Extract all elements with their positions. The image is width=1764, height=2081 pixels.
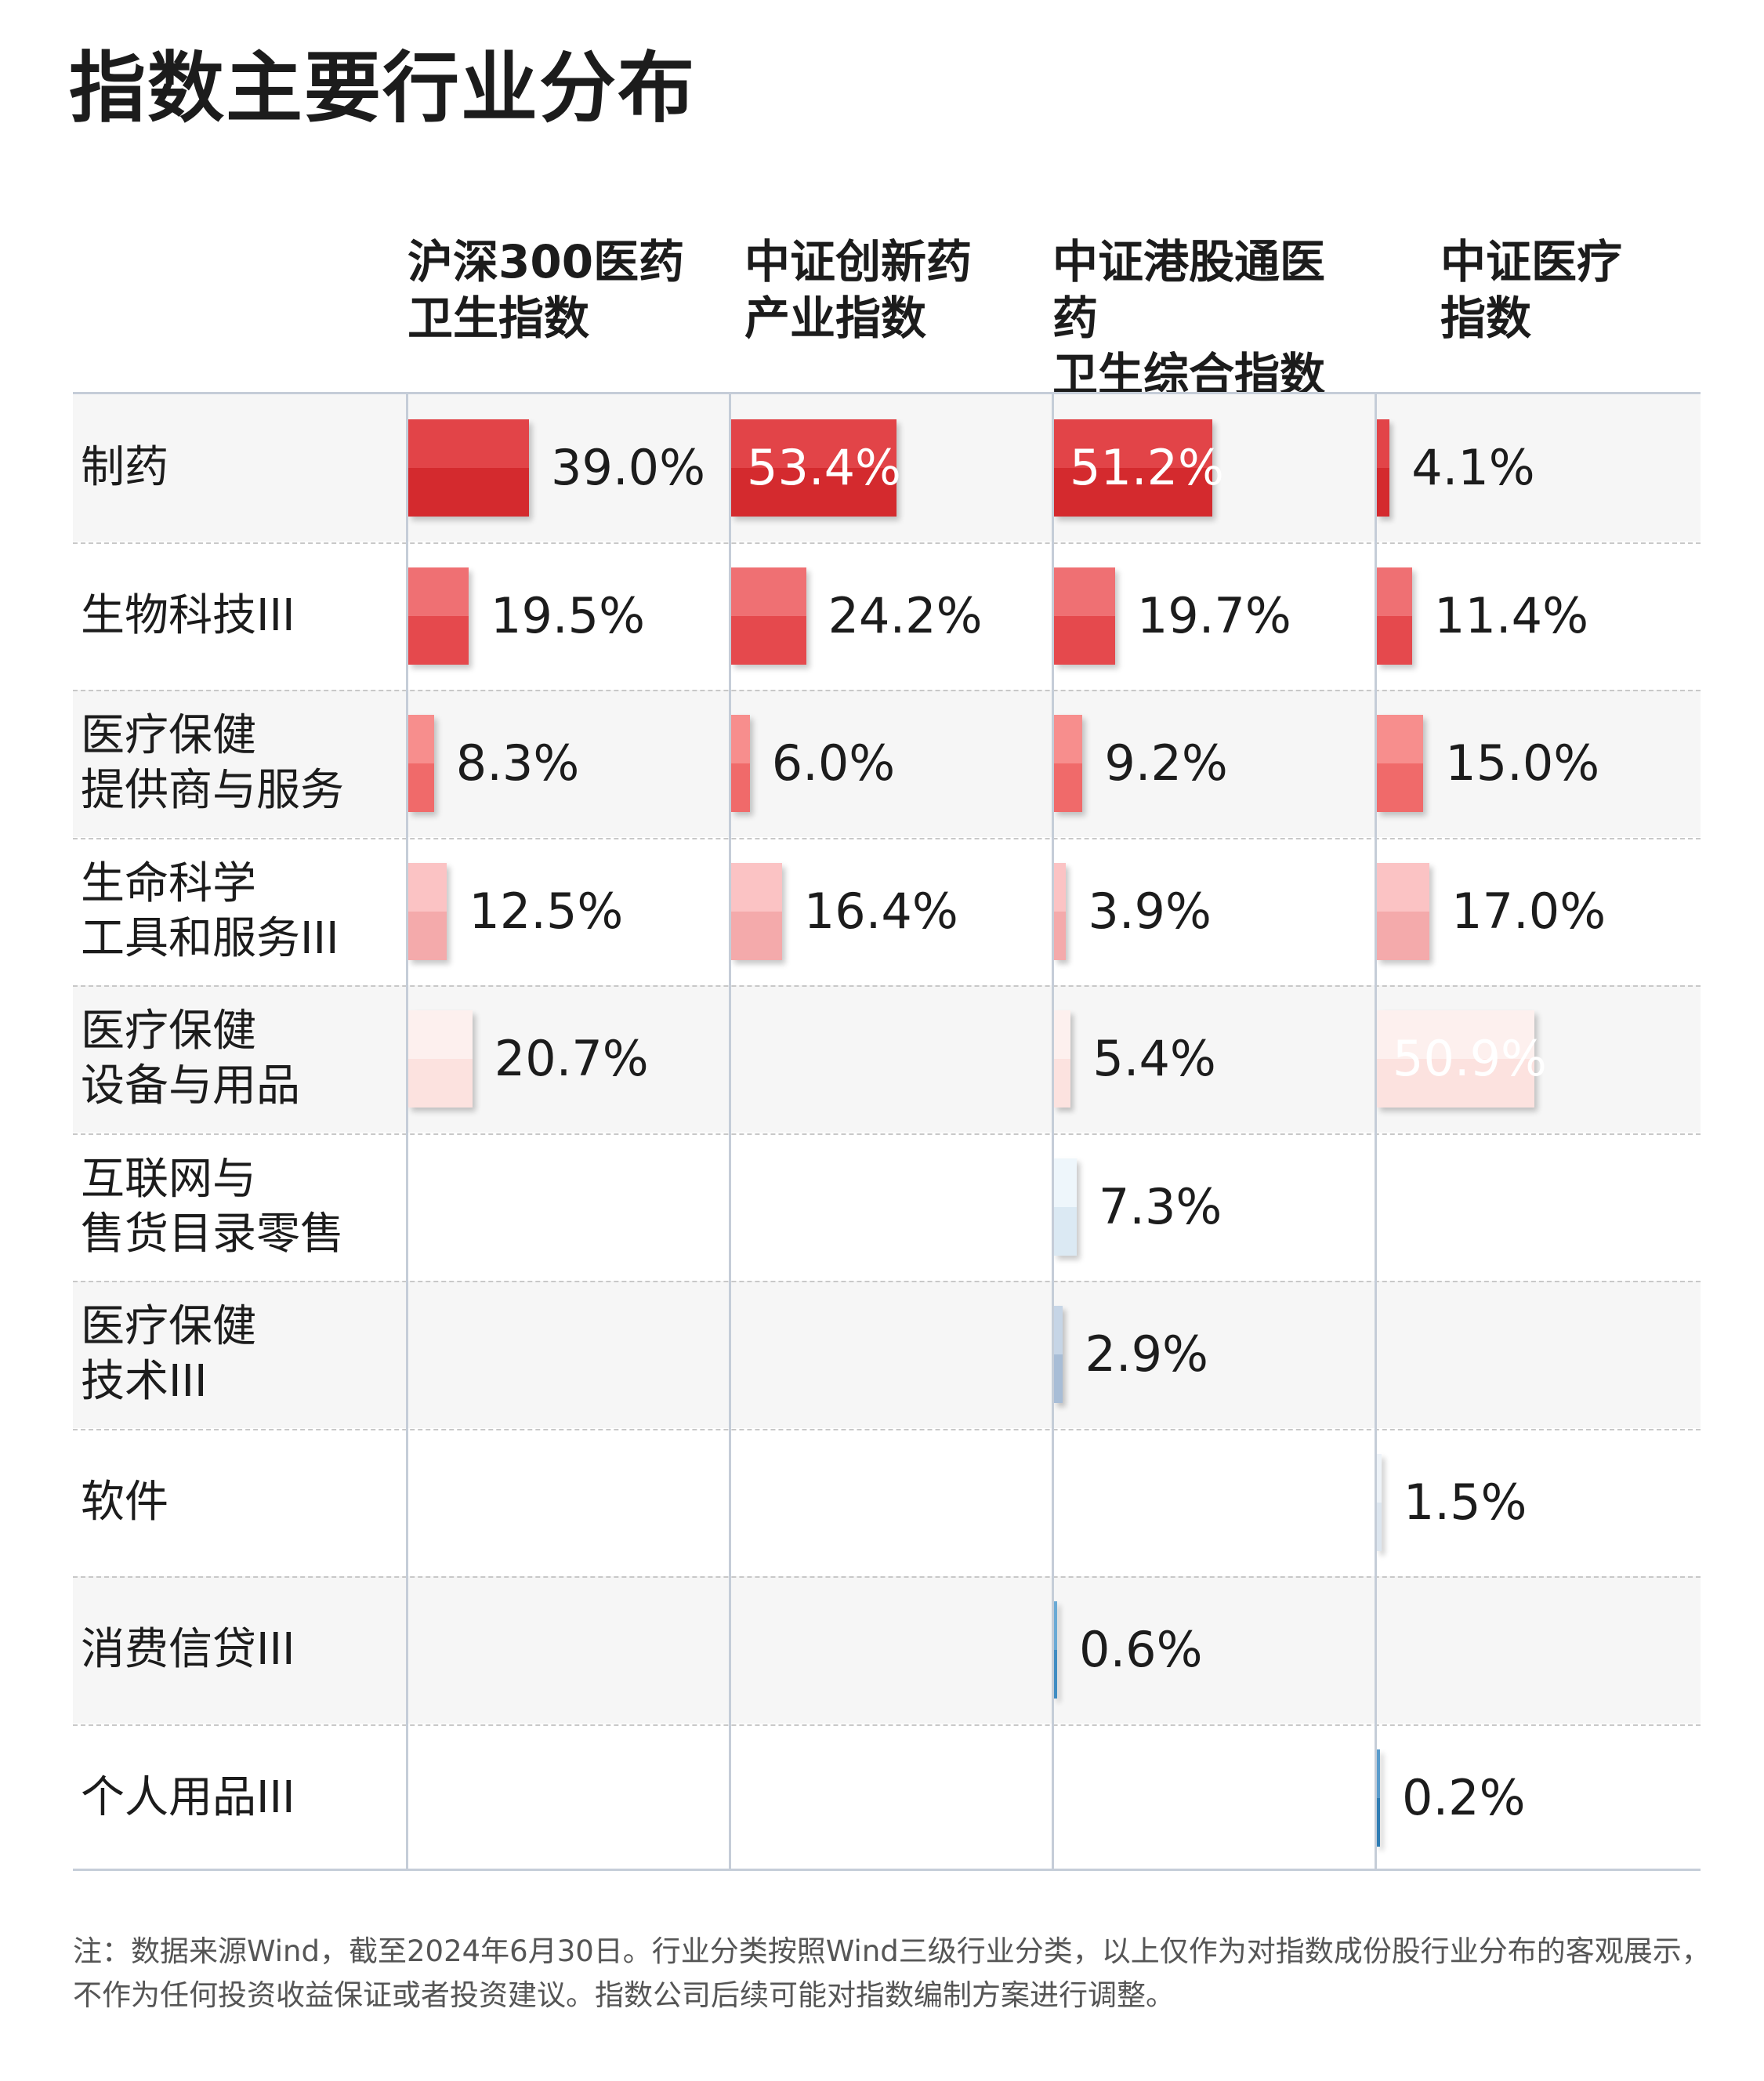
row-label: 互联网与 售货目录零售 (81, 1153, 344, 1260)
row-label: 软件 (81, 1476, 168, 1528)
row-label: 生命科学 工具和服务III (81, 857, 339, 964)
column-divider (1052, 392, 1054, 1871)
data-bar (731, 862, 782, 960)
data-label: 19.7% (1136, 586, 1291, 644)
data-bar (1054, 1306, 1063, 1404)
data-bar (1377, 862, 1430, 960)
column-header: 沪深300医药 卫生指数 (407, 235, 685, 345)
table-row (73, 1576, 1701, 1724)
data-bar (1377, 419, 1390, 517)
data-label: 50.9% (1393, 1030, 1547, 1088)
data-label: 24.2% (828, 586, 983, 644)
data-label: 4.1% (1411, 439, 1535, 497)
data-label: 3.9% (1088, 882, 1212, 940)
data-bar (1377, 715, 1424, 813)
data-bar (408, 715, 434, 813)
data-bar (731, 715, 750, 813)
data-bar (408, 862, 447, 960)
row-divider (73, 690, 1701, 691)
table-row (73, 690, 1701, 837)
data-bar (1054, 715, 1083, 813)
row-label: 生物科技III (81, 589, 295, 641)
row-divider (73, 1428, 1701, 1430)
row-label: 医疗保健 技术III (81, 1301, 256, 1408)
page-title: 指数主要行业分布 (69, 44, 697, 133)
data-label: 2.9% (1085, 1325, 1208, 1383)
data-bar (1054, 1601, 1057, 1699)
row-label: 消费信贷III (81, 1624, 295, 1676)
source-note: 注：数据来源Wind，截至2024年6月30日。行业分类按照Wind三级行业分类… (73, 1934, 1711, 2012)
row-divider (73, 1133, 1701, 1135)
data-bar (1377, 1749, 1380, 1847)
data-bar (1377, 1010, 1535, 1108)
data-bar (408, 419, 530, 517)
data-bar (731, 567, 806, 665)
data-label: 0.2% (1402, 1768, 1526, 1826)
data-bar (1054, 862, 1067, 960)
column-divider (406, 392, 408, 1871)
column-header: 中证港股通医药 卫生综合指数 (1052, 235, 1326, 401)
data-label: 1.5% (1403, 1473, 1527, 1531)
table-row (73, 1281, 1701, 1428)
data-label: 7.3% (1098, 1177, 1222, 1235)
data-label: 5.4% (1092, 1030, 1216, 1088)
row-label: 个人用品III (81, 1771, 295, 1823)
row-label: 制药 (81, 442, 168, 494)
data-bar (1054, 1010, 1071, 1108)
data-bar (1377, 1453, 1382, 1551)
data-bar (731, 419, 896, 517)
row-divider (73, 1281, 1701, 1282)
data-label: 39.0% (551, 439, 706, 497)
data-label: 0.6% (1079, 1621, 1203, 1679)
data-label: 20.7% (494, 1030, 649, 1088)
data-label: 11.4% (1434, 586, 1588, 644)
data-label: 53.4% (747, 439, 901, 497)
data-label: 19.5% (491, 586, 645, 644)
row-divider (73, 542, 1701, 544)
data-bar (408, 567, 469, 665)
table-top-border (73, 392, 1701, 394)
data-bar (408, 1010, 473, 1108)
row-divider (73, 985, 1701, 987)
data-label: 8.3% (455, 734, 580, 792)
row-divider (73, 837, 1701, 839)
data-bar (1054, 567, 1115, 665)
row-label: 医疗保健 提供商与服务 (81, 710, 344, 817)
industry-distribution-table: 制药 39.0% 53.4% 51.2% 4.1% 生物科技III 19.5% 24.2% 19… (73, 392, 1701, 1871)
data-label: 51.2% (1070, 439, 1224, 497)
row-divider (73, 1576, 1701, 1578)
data-bar (1054, 419, 1213, 517)
data-label: 9.2% (1104, 734, 1228, 792)
data-label: 16.4% (803, 882, 958, 940)
data-label: 17.0% (1451, 882, 1606, 940)
data-label: 15.0% (1445, 734, 1600, 792)
column-divider (1375, 392, 1377, 1871)
row-divider (73, 1724, 1701, 1726)
column-divider (729, 392, 731, 1871)
column-header: 中证创新药 产业指数 (744, 235, 973, 345)
data-bar (1054, 1158, 1077, 1256)
data-bar (1377, 567, 1413, 665)
data-label: 12.5% (469, 882, 624, 940)
data-label: 6.0% (771, 734, 896, 792)
table-bottom-border (73, 1869, 1701, 1871)
row-label: 医疗保健 设备与用品 (81, 1006, 300, 1112)
column-header: 中证医疗 指数 (1440, 235, 1623, 345)
